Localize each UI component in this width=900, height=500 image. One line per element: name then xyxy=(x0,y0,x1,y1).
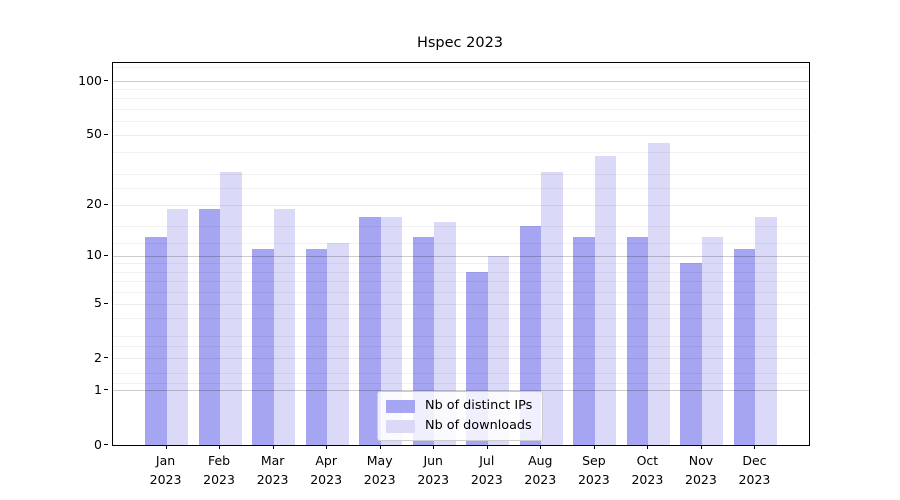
bar-sep-distinct-ips xyxy=(573,236,595,445)
plot-area xyxy=(112,62,810,446)
bar-oct-distinct-ips xyxy=(626,236,649,445)
gridline-minor-25 xyxy=(113,188,809,190)
gridline-minor-120 xyxy=(113,66,809,68)
x-tick-dec xyxy=(754,445,756,449)
bar-nov-downloads xyxy=(701,236,724,445)
x-tick-nov xyxy=(700,445,702,449)
gridline-100 xyxy=(113,81,809,83)
gridline-minor-30 xyxy=(113,174,809,176)
x-tick-may xyxy=(379,445,381,449)
gridline-minor-9 xyxy=(113,263,809,265)
gridline-minor-15 xyxy=(113,226,809,228)
x-tick-aug xyxy=(540,445,542,449)
x-tick-label-jul: Jul 2023 xyxy=(470,453,503,487)
gridline-minor-80 xyxy=(113,98,809,100)
x-tick-label-apr: Apr 2023 xyxy=(310,453,343,487)
y-tick-label-2: 2 xyxy=(94,349,102,365)
legend: Nb of distinct IPs Nb of downloads xyxy=(377,391,544,441)
y-tick-0 xyxy=(104,444,108,445)
gridline-20 xyxy=(113,204,809,206)
gridline-minor-3 xyxy=(113,335,809,337)
x-tick-jul xyxy=(486,445,488,449)
y-tick-label-0: 0 xyxy=(94,436,102,452)
bar-nov-distinct-ips xyxy=(680,263,702,445)
bar-dec-distinct-ips xyxy=(733,249,756,445)
bar-sep-downloads xyxy=(594,156,617,445)
gridline-10 xyxy=(113,255,809,257)
bar-oct-downloads xyxy=(648,143,670,445)
gridline-minor-6 xyxy=(113,291,809,293)
bar-mar-downloads xyxy=(273,208,296,445)
gridline-1 xyxy=(113,390,809,392)
x-tick-label-dec: Dec 2023 xyxy=(738,453,771,487)
gridline-minor-4 xyxy=(113,318,809,320)
x-tick-apr xyxy=(326,445,328,449)
y-tick-2 xyxy=(104,357,108,359)
bar-feb-distinct-ips xyxy=(198,208,221,445)
legend-swatch-downloads xyxy=(386,419,415,433)
gridline-minor-2.5 xyxy=(113,346,809,348)
x-tick-feb xyxy=(219,445,221,449)
y-tick-50 xyxy=(104,133,108,135)
gridline-minor-1.5 xyxy=(113,372,809,374)
bar-jan-downloads xyxy=(166,208,189,445)
y-tick-label-10: 10 xyxy=(86,247,102,263)
bar-may-distinct-ips xyxy=(359,217,381,445)
bar-apr-distinct-ips xyxy=(305,249,328,445)
x-tick-sep xyxy=(593,445,595,449)
x-tick-label-jun: Jun 2023 xyxy=(417,453,450,487)
legend-swatch-distinct-ips xyxy=(386,399,415,413)
gridline-5 xyxy=(113,303,809,305)
x-tick-label-aug: Aug 2023 xyxy=(524,453,557,487)
legend-row-downloads: Nb of downloads xyxy=(386,418,532,434)
bar-jun-downloads xyxy=(434,221,456,445)
x-tick-mar xyxy=(272,445,274,449)
x-tick-label-may: May 2023 xyxy=(363,453,396,487)
gridline-minor-70 xyxy=(113,108,809,110)
x-tick-label-mar: Mar 2023 xyxy=(256,453,289,487)
bar-may-downloads xyxy=(380,217,403,445)
y-tick-label-20: 20 xyxy=(86,196,102,212)
chart-title: Hspec 2023 xyxy=(416,35,504,51)
y-tick-100 xyxy=(104,80,108,82)
gridline-minor-8 xyxy=(113,271,809,273)
x-tick-label-feb: Feb 2023 xyxy=(203,453,235,487)
x-tick-label-jan: Jan 2023 xyxy=(149,453,182,487)
gridline-minor-12 xyxy=(113,242,809,244)
gridline-minor-60 xyxy=(113,120,809,122)
gridline-minor-90 xyxy=(113,89,809,91)
bar-feb-downloads xyxy=(220,171,242,445)
bar-aug-distinct-ips xyxy=(519,226,542,445)
bar-dec-downloads xyxy=(755,217,777,445)
gridline-2 xyxy=(113,358,809,360)
gridline-minor-7 xyxy=(113,281,809,283)
y-tick-label-5: 5 xyxy=(94,295,102,311)
legend-label-distinct-ips: Nb of distinct IPs xyxy=(425,398,533,413)
y-tick-20 xyxy=(104,203,108,205)
legend-row-distinct-ips: Nb of distinct IPs xyxy=(386,398,532,414)
gridline-50 xyxy=(113,134,809,136)
y-tick-10 xyxy=(104,254,108,256)
y-tick-label-1: 1 xyxy=(94,381,102,397)
gridline-minor-1.2 xyxy=(113,382,809,384)
y-tick-label-100: 100 xyxy=(78,72,102,88)
y-tick-1 xyxy=(104,389,108,391)
legend-label-downloads: Nb of downloads xyxy=(425,418,532,433)
x-tick-oct xyxy=(647,445,649,449)
bar-mar-distinct-ips xyxy=(252,249,274,445)
x-tick-label-nov: Nov 2023 xyxy=(685,453,717,487)
gridline-minor-40 xyxy=(113,152,809,154)
bar-jan-distinct-ips xyxy=(145,236,167,445)
bar-aug-downloads xyxy=(541,171,563,445)
y-tick-label-50: 50 xyxy=(86,126,102,142)
x-tick-label-sep: Sep 2023 xyxy=(577,453,610,487)
x-tick-label-oct: Oct 2023 xyxy=(631,453,664,487)
x-tick-jun xyxy=(433,445,435,449)
y-tick-5 xyxy=(104,302,108,304)
bar-apr-downloads xyxy=(327,242,349,445)
x-tick-jan xyxy=(165,445,167,449)
